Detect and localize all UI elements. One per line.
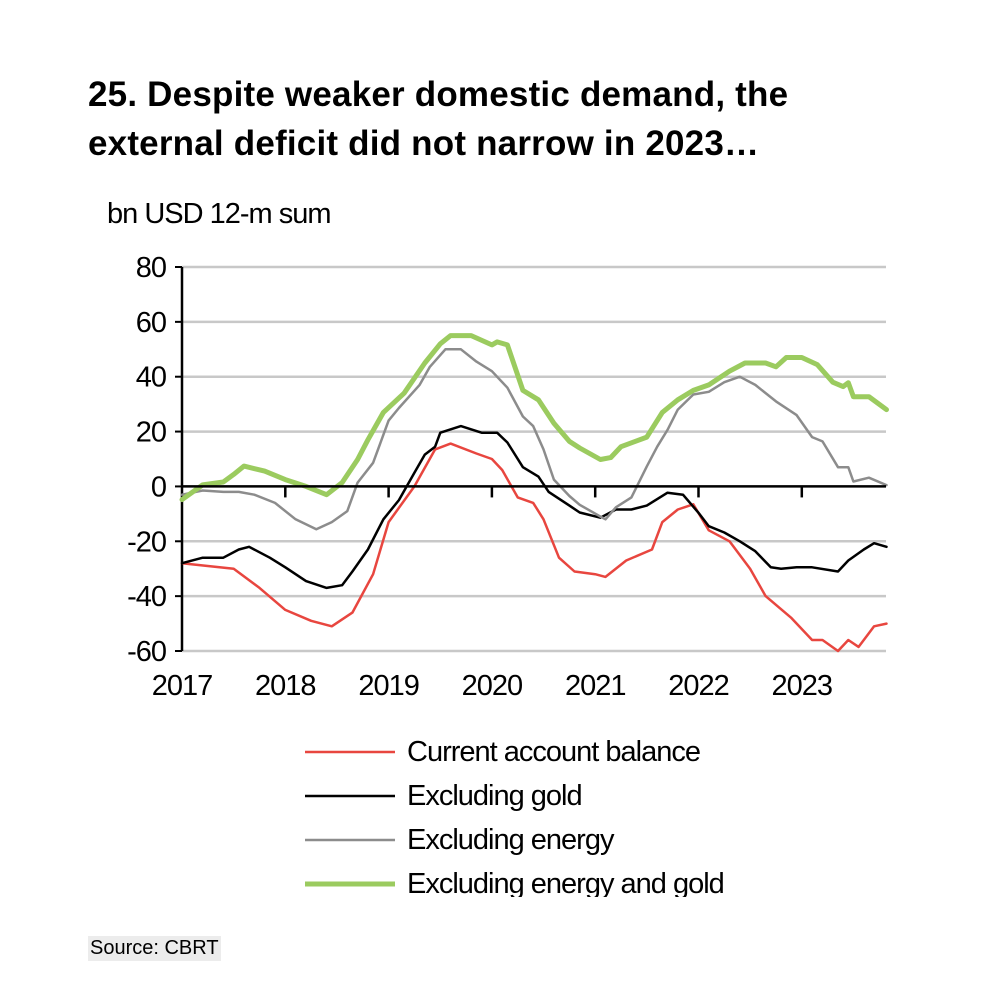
legend-item-excluding-energy: Excluding energy: [305, 818, 865, 862]
legend-label: Current account balance: [407, 735, 701, 768]
y-tick-label: -40: [127, 581, 166, 613]
x-tick-label: 2020: [462, 670, 523, 702]
chart-title-line-1: 25. Despite weaker domestic demand, the: [88, 75, 789, 114]
y-axis-label: bn USD 12-m sum: [107, 198, 332, 230]
legend-swatch: [305, 838, 395, 842]
y-tick-label: 20: [136, 417, 166, 449]
y-tick-label: 0: [151, 471, 166, 503]
legend-swatch: [305, 881, 395, 887]
series-line-excluding-energy-and-gold: [179, 333, 889, 503]
x-tick-label: 2019: [358, 670, 419, 702]
series-line-current-account-balance: [180, 442, 888, 653]
y-tick-label: 40: [136, 362, 166, 394]
y-tick-label: -20: [127, 526, 166, 558]
x-tick-label: 2022: [668, 670, 729, 702]
chart-title-line-2: external deficit did not narrow in 2023…: [88, 124, 760, 163]
legend-label: Excluding gold: [407, 779, 583, 812]
legend: Current account balance Excluding gold E…: [305, 730, 865, 897]
chart-title: 25. Despite weaker domestic demand, the …: [88, 70, 788, 168]
source-note: Source: CBRT: [88, 936, 221, 961]
legend-label: Excluding energy: [407, 823, 614, 856]
legend-item-current-account: Current account balance: [305, 730, 865, 774]
legend-item-excluding-gold: Excluding gold: [305, 774, 865, 818]
x-tick-label: 2017: [152, 670, 213, 702]
series-line-excluding-gold: [180, 424, 888, 590]
legend-swatch: [305, 750, 395, 754]
legend-item-excluding-energy-and-gold: Excluding energy and gold: [305, 862, 865, 897]
y-tick-label: 80: [136, 252, 166, 284]
y-tick-label: -60: [127, 636, 166, 668]
series-line-excluding-energy: [180, 348, 888, 531]
x-tick-label: 2018: [255, 670, 316, 702]
x-tick-label: 2023: [772, 670, 833, 702]
y-tick-label: 60: [136, 307, 166, 339]
x-tick-label: 2021: [565, 670, 626, 702]
legend-swatch: [305, 794, 395, 798]
legend-label: Excluding energy and gold: [407, 867, 725, 898]
